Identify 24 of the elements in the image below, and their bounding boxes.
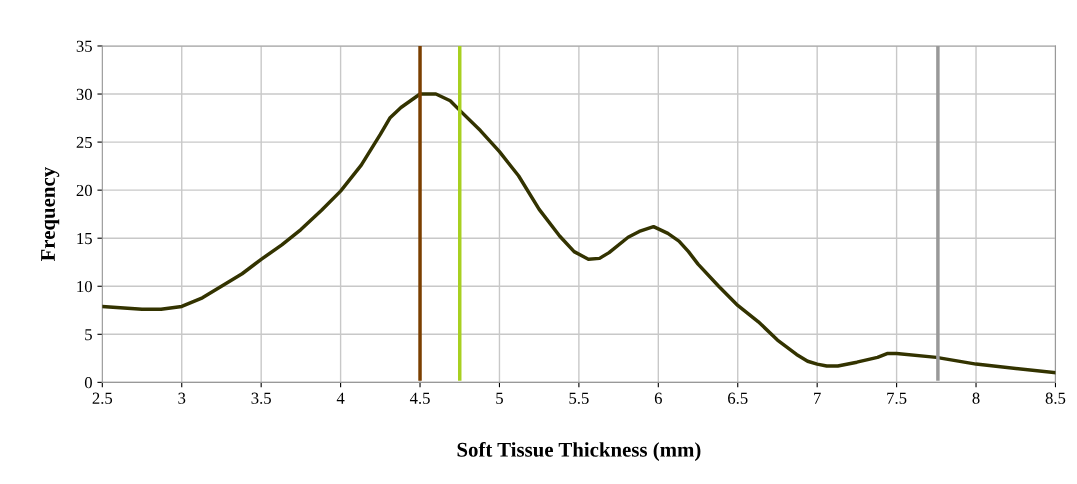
- x-tick-label: 5: [496, 392, 503, 404]
- x-tick-label: 7: [814, 392, 821, 404]
- y-tick-label: 30: [76, 88, 92, 100]
- x-tick-label: 8: [972, 392, 980, 404]
- y-tick-label: 25: [76, 136, 92, 149]
- x-tick-label: 5.5: [569, 392, 589, 404]
- y-tick-label: 10: [77, 280, 92, 293]
- x-tick-label: 3: [178, 392, 186, 404]
- x-tick-label: 7.5: [887, 392, 907, 404]
- x-tick-label: 4: [336, 392, 345, 404]
- y-tick-label: 20: [76, 184, 92, 197]
- x-tick-label: 4.5: [409, 392, 430, 404]
- y-tick-label: 5: [85, 329, 92, 341]
- x-tick-label: 2.5: [92, 392, 113, 404]
- y-tick-label: 15: [77, 232, 92, 245]
- y-axis-title: Frequency: [41, 167, 60, 262]
- x-axis-title: Soft Tissue Thickness (mm): [457, 441, 701, 462]
- x-tick-label: 6: [654, 392, 662, 404]
- line-series: [102, 92, 1056, 375]
- y-tick-label: 35: [76, 40, 92, 52]
- x-tick-label: 8.5: [1045, 392, 1066, 404]
- x-tick-label: 6.5: [728, 392, 748, 404]
- x-tick-label: 3.5: [251, 392, 271, 404]
- y-tick-label: 0: [84, 377, 92, 389]
